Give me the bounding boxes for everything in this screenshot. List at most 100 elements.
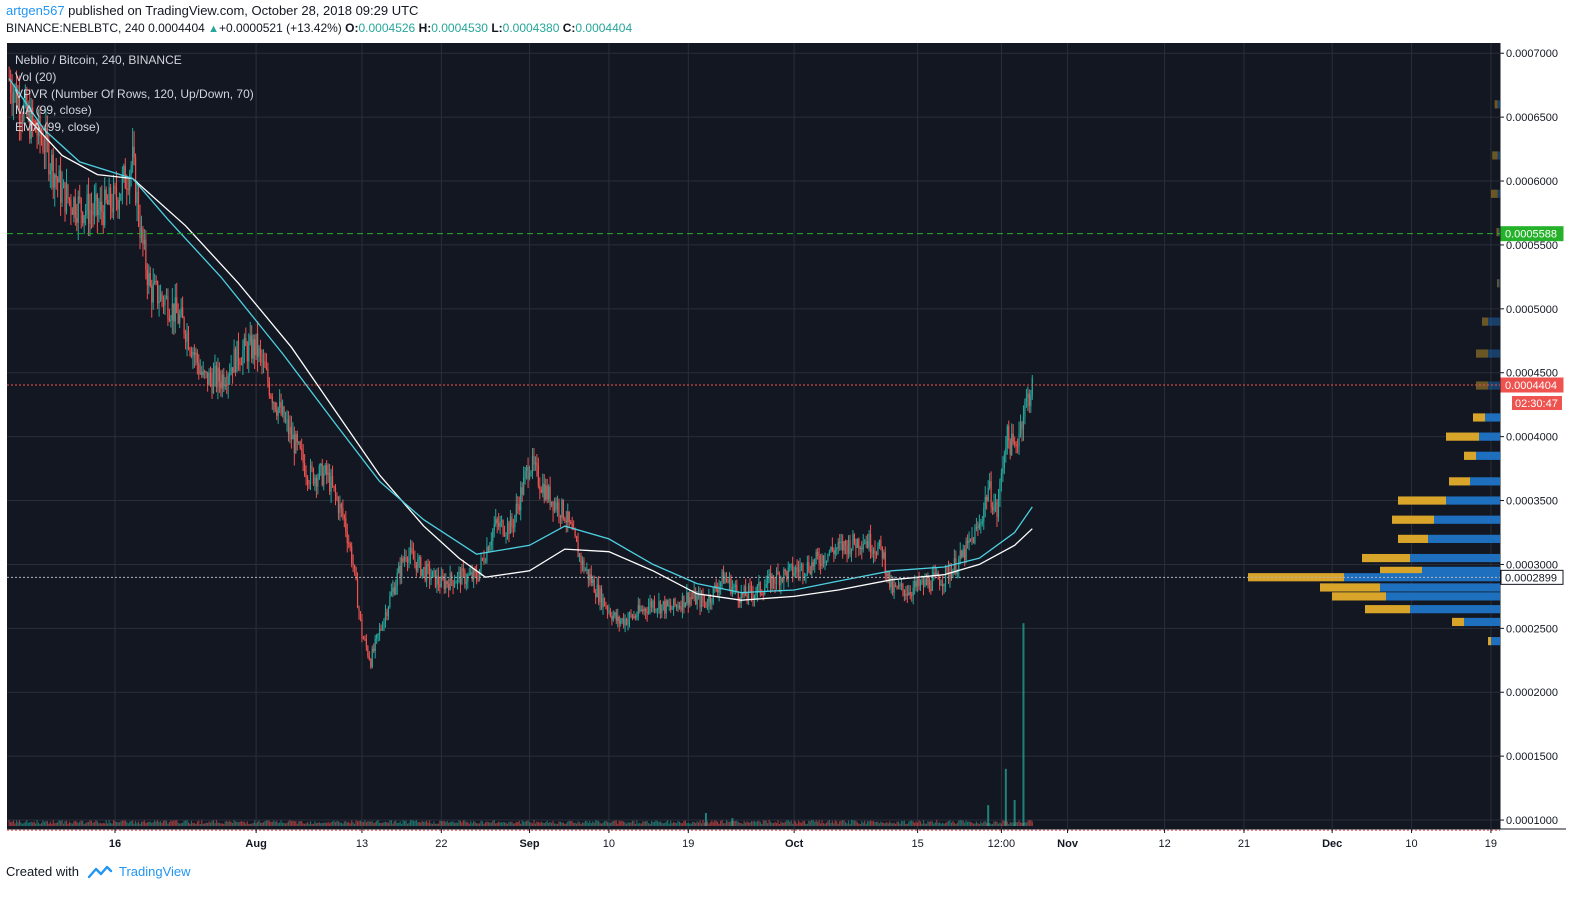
volume-bar [727,821,729,826]
volume-bar [746,821,748,826]
candle-body [261,353,263,363]
volume-bar [570,821,572,826]
volume-bar [817,821,819,826]
candle-body [650,601,653,608]
candle-body [943,583,945,587]
price-axis-background [1500,43,1566,829]
candle-body [104,189,106,226]
volume-bar [374,822,376,826]
candle-body [928,578,930,590]
volume-bar [448,822,450,826]
vpvr-down-bar [1446,432,1479,441]
candle-body [755,593,757,596]
candle-body [164,298,166,306]
candle-body [74,197,76,218]
candle-body [589,574,591,580]
volume-bar [83,823,85,826]
candle-body [189,349,191,352]
candle-body [1027,393,1029,398]
candle-body [827,553,829,561]
volume-bar [145,823,147,826]
volume-bar [1009,821,1011,826]
candle-body [21,120,23,122]
tradingview-link[interactable]: TradingView [118,864,191,879]
candle-body [12,92,15,104]
candle-body [274,402,276,411]
volume-bar [304,823,306,826]
volume-bar [29,822,31,826]
vpvr-up-bar [1434,515,1500,524]
candle-body [833,550,835,555]
volume-bar [367,821,369,826]
vpvr-up-bar [1479,432,1500,441]
vpvr-up-bar [1488,381,1500,390]
volume-bar [120,821,122,826]
volume-bar [403,821,406,826]
time-axis[interactable]: 16 Aug 13 22 Sep 10 19 Oct 15 12:00 Nov 12 21 Dec 10 19 [109,829,1497,850]
volume-bar [837,823,839,826]
candle-body [834,549,836,555]
candle-body [637,605,639,617]
price-axis[interactable]: 0.0001000 0.0001500 0.0002000 0.0002500 0.00… [1500,48,1558,827]
candle-body [121,175,123,194]
volume-bar [30,821,32,826]
author-link[interactable]: artgen567 [6,3,65,18]
candle-body [195,352,197,355]
candle-body [428,566,431,580]
candle-body [662,601,664,605]
candle-body [395,585,397,595]
candle-body [652,601,654,608]
volume-bar [674,822,676,826]
volume-bar [264,821,266,826]
candle-body [240,364,243,366]
candle-body [356,579,359,609]
volume-bar [905,823,907,826]
volume-bar [874,822,876,826]
candle-body [154,280,156,284]
volume-bar [21,823,23,826]
candle-body [377,633,379,635]
candle-body [387,607,390,616]
candle-body [793,572,795,576]
candle-body [844,541,847,546]
volume-bar [886,822,888,826]
candle-body [386,612,388,616]
volume-bar [478,823,481,826]
vpvr-down-bar [1332,592,1386,601]
candle-body [281,406,284,415]
candle-body [886,573,888,577]
volume-bar [820,823,822,826]
candle-body [211,379,213,393]
candle-body [245,338,247,346]
volume-bar [60,821,62,826]
candle-body [856,538,858,548]
candle-body [349,544,351,548]
volume-bar [712,822,714,826]
candle-body [530,471,532,474]
volume-bar [351,820,353,826]
volume-bar [76,821,78,826]
volume-bar [627,822,629,826]
volume-bar [530,822,532,826]
candle-body [290,426,292,440]
candle-body [989,481,991,488]
candle-body [208,372,210,386]
candle-body [177,313,179,324]
volume-bar [528,822,531,826]
volume-bar [718,823,720,826]
volume-bar [556,823,559,826]
high-label: H: [418,21,432,35]
candle-body [496,519,498,523]
volume-bar [690,823,692,826]
volume-bar [984,820,986,826]
candle-body [187,331,190,350]
candle-body [792,563,794,576]
volume-bar [48,823,50,826]
volume-bar [427,822,429,826]
candle-body [883,552,885,559]
candle-body [808,562,810,572]
candle-body [653,601,656,611]
candle-body [420,557,422,576]
volume-bar [209,822,212,826]
